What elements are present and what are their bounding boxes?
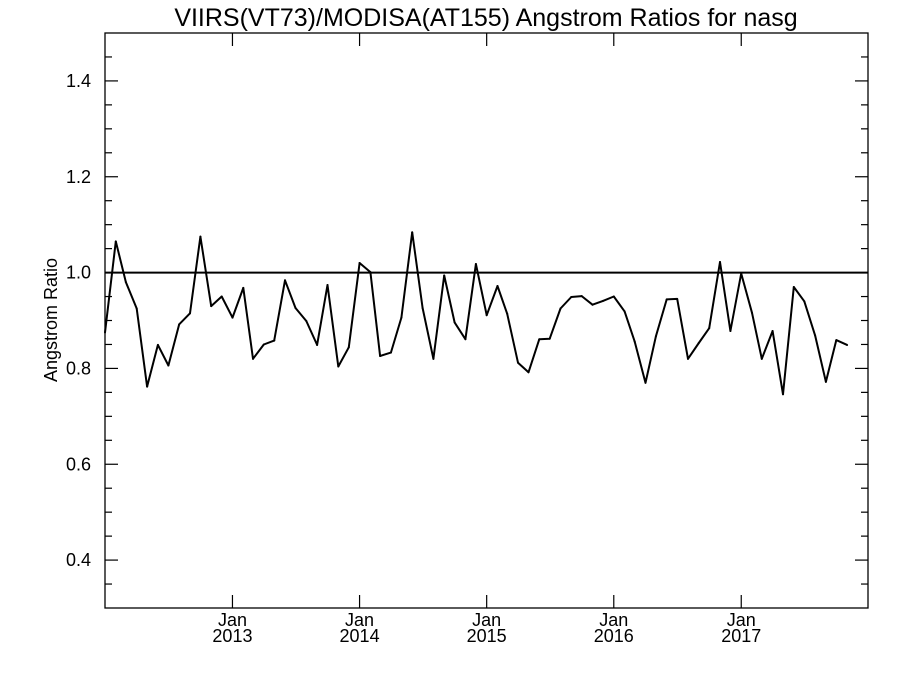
data-point xyxy=(676,297,679,300)
data-point xyxy=(210,305,213,308)
data-point xyxy=(771,330,774,333)
data-point xyxy=(824,380,827,383)
y-axis-label: Angstrom Ratio xyxy=(41,258,61,382)
data-point xyxy=(273,339,276,342)
x-tick-label-year: 2014 xyxy=(340,626,380,646)
data-point xyxy=(729,330,732,333)
data-point xyxy=(835,339,838,342)
y-tick-label: 0.4 xyxy=(66,550,91,570)
x-tick-label-year: 2016 xyxy=(594,626,634,646)
data-point xyxy=(644,381,647,384)
data-point xyxy=(242,286,245,289)
data-point xyxy=(379,354,382,357)
data-point xyxy=(326,284,329,287)
data-point xyxy=(188,312,191,315)
y-tick-label: 0.6 xyxy=(66,454,91,474)
x-tick-label-month: Jan xyxy=(727,610,756,630)
data-point xyxy=(570,296,573,299)
x-tick-label-month: Jan xyxy=(599,610,628,630)
plot-frame xyxy=(104,32,869,609)
data-point xyxy=(792,285,795,288)
data-point xyxy=(220,295,223,298)
data-point xyxy=(633,340,636,343)
x-tick-label-year: 2017 xyxy=(721,626,761,646)
data-point xyxy=(114,240,117,243)
data-point xyxy=(751,311,754,314)
data-point xyxy=(167,364,170,367)
data-point xyxy=(708,327,711,330)
data-point xyxy=(358,262,361,264)
data-point xyxy=(485,314,488,317)
data-point xyxy=(135,307,138,310)
data-point xyxy=(347,346,350,349)
data-point xyxy=(740,272,743,275)
data-point xyxy=(124,281,127,284)
data-point xyxy=(453,321,456,324)
data-point xyxy=(400,316,403,319)
chart-title: VIIRS(VT73)/MODISA(AT155) Angstrom Ratio… xyxy=(174,4,797,32)
data-point xyxy=(146,385,149,388)
data-point xyxy=(464,338,467,341)
data-point xyxy=(284,279,287,282)
data-point xyxy=(580,295,583,298)
data-point xyxy=(612,295,615,298)
data-point xyxy=(178,323,181,326)
x-tick-label-month: Jan xyxy=(472,610,501,630)
data-point xyxy=(199,235,202,238)
x-tick-label-year: 2015 xyxy=(467,626,507,646)
data-point xyxy=(517,361,520,364)
x-tick-label-year: 2013 xyxy=(212,626,252,646)
data-point xyxy=(294,307,297,310)
data-point xyxy=(443,274,446,277)
data-point xyxy=(760,357,763,360)
data-point xyxy=(527,371,530,374)
data-point xyxy=(496,285,499,287)
data-point xyxy=(262,343,265,346)
data-point xyxy=(337,365,340,368)
data-point xyxy=(559,307,562,310)
data-point xyxy=(654,335,657,338)
y-tick-label: 0.8 xyxy=(66,358,91,378)
data-point xyxy=(697,342,700,345)
data-point xyxy=(782,393,785,396)
data-point xyxy=(814,334,817,337)
data-point xyxy=(623,310,626,313)
y-tick-label: 1.2 xyxy=(66,167,91,187)
data-point xyxy=(231,316,234,319)
data-point xyxy=(421,307,424,310)
data-point xyxy=(665,298,668,301)
data-point xyxy=(411,231,414,234)
data-point xyxy=(316,343,319,346)
data-point xyxy=(389,351,392,354)
data-point xyxy=(252,357,255,360)
y-tick-label: 1.4 xyxy=(66,71,91,91)
data-point xyxy=(156,343,159,346)
data-point xyxy=(369,271,372,274)
data-point xyxy=(601,299,604,302)
data-point xyxy=(538,338,541,341)
data-point xyxy=(548,337,551,340)
x-tick-label-month: Jan xyxy=(345,610,374,630)
data-point xyxy=(803,300,806,303)
series-line xyxy=(104,231,848,396)
x-tick-label-month: Jan xyxy=(218,610,247,630)
data-point xyxy=(432,357,435,360)
data-point xyxy=(591,303,594,306)
data-point xyxy=(686,357,689,360)
data-point xyxy=(718,261,721,264)
y-tick-label: 1.0 xyxy=(66,263,91,283)
data-point xyxy=(305,319,308,322)
data-point xyxy=(506,312,509,315)
data-point xyxy=(846,343,849,346)
data-point xyxy=(474,262,477,265)
